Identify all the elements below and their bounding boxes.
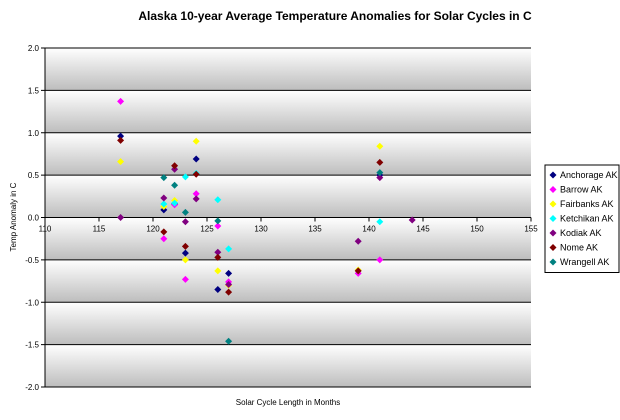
data-point	[160, 235, 168, 243]
data-point	[376, 256, 384, 264]
y-tick-labels: 2.0 1.5 1.0 0.5 0.0 -0.5 -1.0 -1.5 -2.0	[25, 44, 39, 392]
legend-label: Kodiak AK	[560, 228, 602, 238]
legend-label: Nome AK	[560, 243, 598, 253]
data-point	[354, 267, 362, 275]
data-point	[117, 97, 125, 105]
data-point	[376, 169, 384, 177]
y-tick-label: 1.5	[28, 86, 40, 95]
y-tick-label: -1.5	[25, 341, 39, 350]
data-point	[214, 196, 222, 204]
data-point	[408, 216, 416, 224]
legend-label: Anchorage AK	[560, 170, 618, 180]
legend-marker	[549, 229, 557, 237]
data-point	[160, 174, 168, 182]
data-point	[376, 218, 384, 226]
y-tick-label: 0.5	[28, 171, 40, 180]
data-point	[225, 245, 233, 253]
legend-box	[544, 164, 620, 273]
data-point	[192, 155, 200, 163]
y-tick-label: -2.0	[25, 383, 39, 392]
data-point	[160, 228, 168, 236]
data-point	[160, 200, 168, 208]
y-tick-label: 2.0	[28, 44, 40, 53]
legend: Anchorage AK Barrow AK Fairbanks AK Ketchik…	[544, 164, 620, 273]
plot-band	[45, 344, 531, 387]
data-point	[181, 173, 189, 181]
chart-title: Alaska 10-year Average Temperature Anoma…	[138, 9, 532, 23]
x-tick-label: 125	[200, 225, 214, 234]
x-tick-labels: 110 115 120 125 130 135 140 145 150 155	[39, 225, 539, 234]
plot-band	[45, 217, 531, 260]
x-tick-label: 150	[470, 225, 484, 234]
data-point	[171, 181, 179, 189]
data-point	[376, 158, 384, 166]
plot-band	[45, 259, 531, 303]
data-point	[181, 242, 189, 250]
y-tick-label: 1.0	[28, 129, 40, 138]
legend-label: Fairbanks AK	[560, 199, 614, 209]
data-point	[214, 253, 222, 261]
plot-band	[45, 90, 531, 133]
data-points	[117, 97, 416, 345]
legend-marker	[549, 215, 557, 222]
data-point	[214, 248, 222, 256]
data-point	[181, 256, 189, 264]
y-tick-label: -0.5	[25, 256, 39, 265]
legend-label: Ketchikan AK	[560, 214, 614, 224]
data-point	[354, 237, 362, 245]
legend-marker	[549, 186, 557, 193]
data-point	[192, 170, 200, 178]
plot-background	[45, 48, 531, 387]
data-point	[225, 280, 233, 288]
data-point	[181, 208, 189, 216]
x-tick-label: 155	[524, 225, 538, 234]
plot-band	[45, 48, 531, 91]
data-point	[214, 267, 222, 275]
x-tick-label: 110	[39, 225, 52, 234]
data-point	[225, 269, 233, 277]
legend-marker	[549, 171, 557, 179]
x-axis-label: Solar Cycle Length in Months	[236, 398, 341, 407]
x-tick-label: 140	[362, 225, 376, 234]
legend-marker	[549, 200, 557, 208]
axes	[41, 47, 532, 388]
data-point	[117, 136, 125, 144]
legend-label: Wrangell AK	[560, 257, 609, 267]
data-point	[171, 199, 179, 207]
data-point	[214, 217, 222, 225]
data-point	[192, 190, 200, 198]
x-tick-label: 120	[146, 225, 160, 234]
data-point	[117, 214, 125, 221]
x-tick-label: 135	[308, 225, 322, 234]
data-point	[181, 275, 189, 283]
data-point	[376, 174, 384, 182]
data-point	[225, 337, 233, 345]
plot-band	[45, 132, 531, 176]
legend-marker	[549, 258, 557, 266]
y-axis-label: Temp Anomaly in C	[9, 182, 18, 251]
data-point	[214, 222, 222, 230]
data-point	[192, 137, 200, 145]
data-point	[214, 286, 222, 294]
x-tick-label: 115	[93, 225, 106, 234]
y-tick-label: -1.0	[25, 298, 39, 307]
x-tick-label: 145	[416, 225, 430, 234]
data-point	[225, 288, 233, 296]
data-point	[181, 249, 189, 257]
plot-band	[45, 175, 531, 218]
data-point	[171, 162, 179, 170]
data-point	[160, 194, 168, 202]
plot-band	[45, 302, 531, 345]
data-point	[181, 218, 189, 226]
legend-marker	[549, 244, 557, 251]
x-tick-label: 130	[254, 225, 268, 234]
data-point	[192, 195, 200, 203]
data-point	[117, 158, 125, 166]
data-point	[376, 142, 384, 150]
legend-label: Barrow AK	[560, 185, 603, 195]
data-point	[117, 132, 125, 140]
y-tick-label: 0.0	[28, 214, 40, 223]
